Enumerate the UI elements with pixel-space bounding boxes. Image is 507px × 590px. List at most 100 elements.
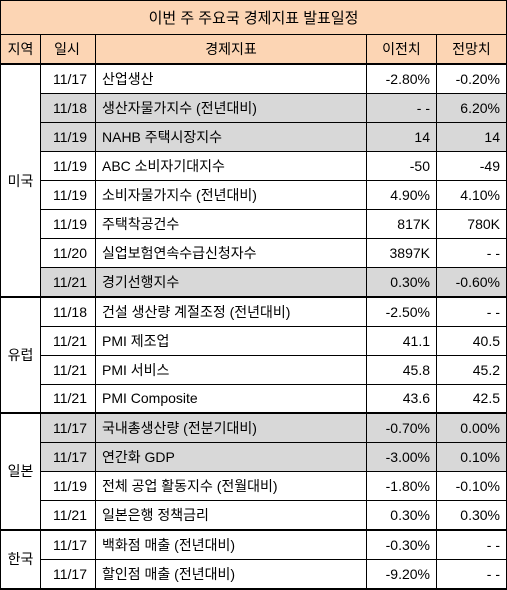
prev-cell: -2.80%	[367, 64, 437, 94]
title-row: 이번 주 주요국 경제지표 발표일정	[1, 1, 507, 35]
table-row: 11/18생산자물가지수 (전년대비)- -6.20%	[1, 94, 507, 123]
fcst-cell: -0.20%	[437, 64, 507, 94]
indicator-cell: PMI 서비스	[96, 356, 367, 385]
date-cell: 11/17	[41, 530, 96, 560]
indicator-cell: 일본은행 정책금리	[96, 500, 367, 530]
indicator-cell: 건설 생산량 계절조정 (전년대비)	[96, 297, 367, 327]
table-row: 미국11/17산업생산-2.80%-0.20%	[1, 64, 507, 94]
date-cell: 11/18	[41, 297, 96, 327]
prev-cell: -2.50%	[367, 297, 437, 327]
indicator-cell: 연간화 GDP	[96, 442, 367, 471]
header-indicator: 경제지표	[96, 35, 367, 65]
date-cell: 11/19	[41, 181, 96, 210]
table-row: 11/21일본은행 정책금리0.30%0.30%	[1, 500, 507, 530]
prev-cell: -0.30%	[367, 530, 437, 560]
prev-cell: 817K	[367, 210, 437, 239]
fcst-cell: - -	[437, 559, 507, 589]
date-cell: 11/21	[41, 327, 96, 356]
indicator-cell: 주택착공건수	[96, 210, 367, 239]
fcst-cell: 0.30%	[437, 500, 507, 530]
table-row: 11/17할인점 매출 (전년대비)-9.20%- -	[1, 559, 507, 589]
table-row: 유럽11/18건설 생산량 계절조정 (전년대비)-2.50%- -	[1, 297, 507, 327]
table-title: 이번 주 주요국 경제지표 발표일정	[1, 1, 507, 35]
fcst-cell: -0.10%	[437, 471, 507, 500]
table-row: 11/19ABC 소비자기대지수-50-49	[1, 152, 507, 181]
indicator-cell: 경기선행지수	[96, 268, 367, 298]
date-cell: 11/17	[41, 413, 96, 443]
economic-schedule-table: 이번 주 주요국 경제지표 발표일정 지역 일시 경제지표 이전치 전망치 미국…	[0, 0, 507, 590]
prev-cell: -50	[367, 152, 437, 181]
table-row: 한국11/17백화점 매출 (전년대비)-0.30%- -	[1, 530, 507, 560]
indicator-cell: 생산자물가지수 (전년대비)	[96, 94, 367, 123]
table-row: 11/19전체 공업 활동지수 (전월대비)-1.80%-0.10%	[1, 471, 507, 500]
fcst-cell: - -	[437, 530, 507, 560]
table-row: 일본11/17국내총생산량 (전분기대비)-0.70%0.00%	[1, 413, 507, 443]
region-cell: 일본	[1, 413, 41, 530]
date-cell: 11/18	[41, 94, 96, 123]
prev-cell: 4.90%	[367, 181, 437, 210]
schedule-table-container: 이번 주 주요국 경제지표 발표일정 지역 일시 경제지표 이전치 전망치 미국…	[0, 0, 507, 590]
fcst-cell: 45.2	[437, 356, 507, 385]
prev-cell: 14	[367, 123, 437, 152]
prev-cell: 41.1	[367, 327, 437, 356]
indicator-cell: 산업생산	[96, 64, 367, 94]
header-region: 지역	[1, 35, 41, 65]
prev-cell: 0.30%	[367, 268, 437, 298]
date-cell: 11/21	[41, 356, 96, 385]
indicator-cell: 실업보험연속수급신청자수	[96, 239, 367, 268]
indicator-cell: 소비자물가지수 (전년대비)	[96, 181, 367, 210]
date-cell: 11/19	[41, 152, 96, 181]
table-body: 미국11/17산업생산-2.80%-0.20%11/18생산자물가지수 (전년대…	[1, 64, 507, 589]
region-cell: 한국	[1, 530, 41, 589]
date-cell: 11/17	[41, 442, 96, 471]
prev-cell: 45.8	[367, 356, 437, 385]
header-prev: 이전치	[367, 35, 437, 65]
region-cell: 미국	[1, 64, 41, 297]
prev-cell: 3897K	[367, 239, 437, 268]
indicator-cell: PMI Composite	[96, 385, 367, 413]
date-cell: 11/19	[41, 471, 96, 500]
fcst-cell: 0.00%	[437, 413, 507, 443]
fcst-cell: 40.5	[437, 327, 507, 356]
region-cell: 유럽	[1, 297, 41, 413]
date-cell: 11/21	[41, 500, 96, 530]
prev-cell: -1.80%	[367, 471, 437, 500]
table-row: 11/17연간화 GDP-3.00%0.10%	[1, 442, 507, 471]
prev-cell: - -	[367, 94, 437, 123]
fcst-cell: 42.5	[437, 385, 507, 413]
header-date: 일시	[41, 35, 96, 65]
date-cell: 11/21	[41, 385, 96, 413]
indicator-cell: NAHB 주택시장지수	[96, 123, 367, 152]
date-cell: 11/17	[41, 64, 96, 94]
indicator-cell: 할인점 매출 (전년대비)	[96, 559, 367, 589]
table-row: 11/19소비자물가지수 (전년대비)4.90%4.10%	[1, 181, 507, 210]
fcst-cell: - -	[437, 239, 507, 268]
fcst-cell: -49	[437, 152, 507, 181]
date-cell: 11/19	[41, 123, 96, 152]
table-row: 11/21PMI 서비스45.845.2	[1, 356, 507, 385]
fcst-cell: -0.60%	[437, 268, 507, 298]
table-row: 11/20실업보험연속수급신청자수3897K- -	[1, 239, 507, 268]
prev-cell: -0.70%	[367, 413, 437, 443]
date-cell: 11/21	[41, 268, 96, 298]
table-row: 11/21PMI 제조업41.140.5	[1, 327, 507, 356]
date-cell: 11/19	[41, 210, 96, 239]
table-row: 11/19NAHB 주택시장지수1414	[1, 123, 507, 152]
table-row: 11/21경기선행지수0.30%-0.60%	[1, 268, 507, 298]
date-cell: 11/17	[41, 559, 96, 589]
date-cell: 11/20	[41, 239, 96, 268]
fcst-cell: 6.20%	[437, 94, 507, 123]
prev-cell: 0.30%	[367, 500, 437, 530]
indicator-cell: ABC 소비자기대지수	[96, 152, 367, 181]
indicator-cell: 전체 공업 활동지수 (전월대비)	[96, 471, 367, 500]
fcst-cell: 0.10%	[437, 442, 507, 471]
indicator-cell: 백화점 매출 (전년대비)	[96, 530, 367, 560]
prev-cell: 43.6	[367, 385, 437, 413]
indicator-cell: 국내총생산량 (전분기대비)	[96, 413, 367, 443]
fcst-cell: 4.10%	[437, 181, 507, 210]
table-row: 11/21PMI Composite43.642.5	[1, 385, 507, 413]
indicator-cell: PMI 제조업	[96, 327, 367, 356]
header-fcst: 전망치	[437, 35, 507, 65]
fcst-cell: 14	[437, 123, 507, 152]
prev-cell: -9.20%	[367, 559, 437, 589]
